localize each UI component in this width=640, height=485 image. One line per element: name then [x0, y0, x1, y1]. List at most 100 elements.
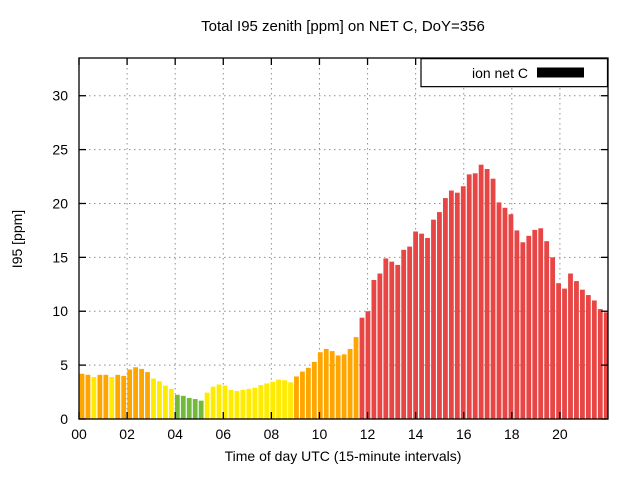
tick-labels: 0 5 10 15 20 25 30 00 02 04 06 08 10 12 14 16 18 20 — [52, 88, 567, 442]
x-tick-label: 20 — [552, 426, 568, 442]
bar — [508, 214, 514, 419]
bar — [97, 374, 103, 419]
bar — [198, 400, 204, 419]
bar — [484, 168, 490, 419]
bar — [246, 388, 252, 419]
bar — [365, 311, 371, 419]
bar — [270, 381, 276, 419]
bar — [109, 376, 115, 419]
bar — [276, 379, 281, 419]
bar — [389, 261, 395, 419]
bar — [174, 394, 180, 419]
x-tick-label: 16 — [456, 426, 472, 442]
bar — [478, 164, 484, 419]
bar — [419, 233, 424, 419]
legend: ion net C — [420, 58, 609, 88]
bar — [448, 190, 454, 419]
bar — [496, 202, 502, 419]
x-tick-label: 06 — [215, 426, 231, 442]
bar — [103, 374, 109, 419]
bar — [454, 192, 460, 419]
bar — [264, 383, 270, 419]
bar — [240, 389, 246, 419]
bar — [359, 317, 365, 419]
bar — [407, 246, 413, 419]
bars — [79, 164, 608, 419]
y-axis-label: I95 [ppm] — [9, 210, 25, 268]
bar — [79, 373, 85, 419]
bar — [329, 351, 335, 419]
bar — [234, 390, 240, 419]
bar — [323, 348, 329, 419]
bar — [186, 397, 192, 419]
bar — [163, 385, 168, 419]
bar — [353, 337, 359, 419]
x-tick-label: 18 — [504, 426, 520, 442]
bar — [431, 219, 436, 419]
bar — [335, 355, 341, 419]
bar — [151, 378, 156, 419]
bar — [121, 375, 127, 419]
bar — [300, 371, 305, 419]
x-tick-label: 14 — [408, 426, 424, 442]
y-tick-label: 10 — [52, 303, 68, 319]
chart-title: Total I95 zenith [ppm] on NET C, DoY=356 — [201, 18, 485, 35]
bar — [317, 352, 323, 419]
bar — [115, 374, 121, 419]
bar — [222, 385, 228, 419]
bar — [580, 289, 585, 419]
bar — [228, 389, 234, 419]
y-tick-label: 30 — [52, 88, 68, 104]
x-tick-label: 04 — [167, 426, 183, 442]
bar — [145, 372, 150, 419]
bar — [556, 283, 561, 419]
bar — [371, 279, 377, 419]
bar — [597, 309, 603, 419]
x-tick-label: 10 — [312, 426, 328, 442]
bar — [544, 241, 550, 419]
bar — [413, 231, 419, 419]
bar — [425, 237, 430, 419]
bar — [401, 249, 407, 419]
legend-label: ion net C — [472, 65, 528, 81]
x-tick-label: 00 — [71, 426, 87, 442]
bar — [460, 186, 466, 419]
bar — [305, 367, 311, 419]
legend-swatch — [537, 67, 584, 78]
bar — [258, 385, 264, 419]
bar — [192, 399, 198, 419]
plot-area — [78, 57, 609, 420]
x-tick-label: 12 — [360, 426, 376, 442]
bar — [466, 174, 472, 419]
y-tick-label: 25 — [52, 142, 68, 158]
x-axis-label: Time of day UTC (15-minute intervals) — [225, 448, 462, 464]
bar — [282, 380, 287, 419]
bar — [210, 386, 216, 419]
bar — [532, 229, 538, 419]
bar — [395, 264, 401, 419]
bar — [490, 178, 496, 419]
bar — [252, 387, 258, 419]
bar — [127, 369, 133, 419]
bar — [585, 295, 591, 419]
bar — [568, 273, 573, 419]
bar — [216, 384, 222, 419]
y-tick-label: 20 — [52, 195, 68, 211]
bar — [383, 258, 389, 419]
bar — [550, 257, 556, 419]
bar — [180, 395, 186, 419]
bar — [168, 388, 174, 419]
y-tick-label: 0 — [60, 411, 68, 427]
bar — [91, 376, 97, 419]
bar — [514, 230, 520, 419]
y-tick-label: 5 — [60, 357, 68, 373]
gridlines — [79, 58, 608, 419]
bar — [347, 348, 353, 419]
bar — [294, 376, 299, 419]
bar — [157, 381, 162, 419]
bar — [526, 235, 532, 419]
bar — [311, 361, 317, 419]
bar — [562, 288, 567, 419]
y-tick-label: 15 — [52, 249, 68, 265]
